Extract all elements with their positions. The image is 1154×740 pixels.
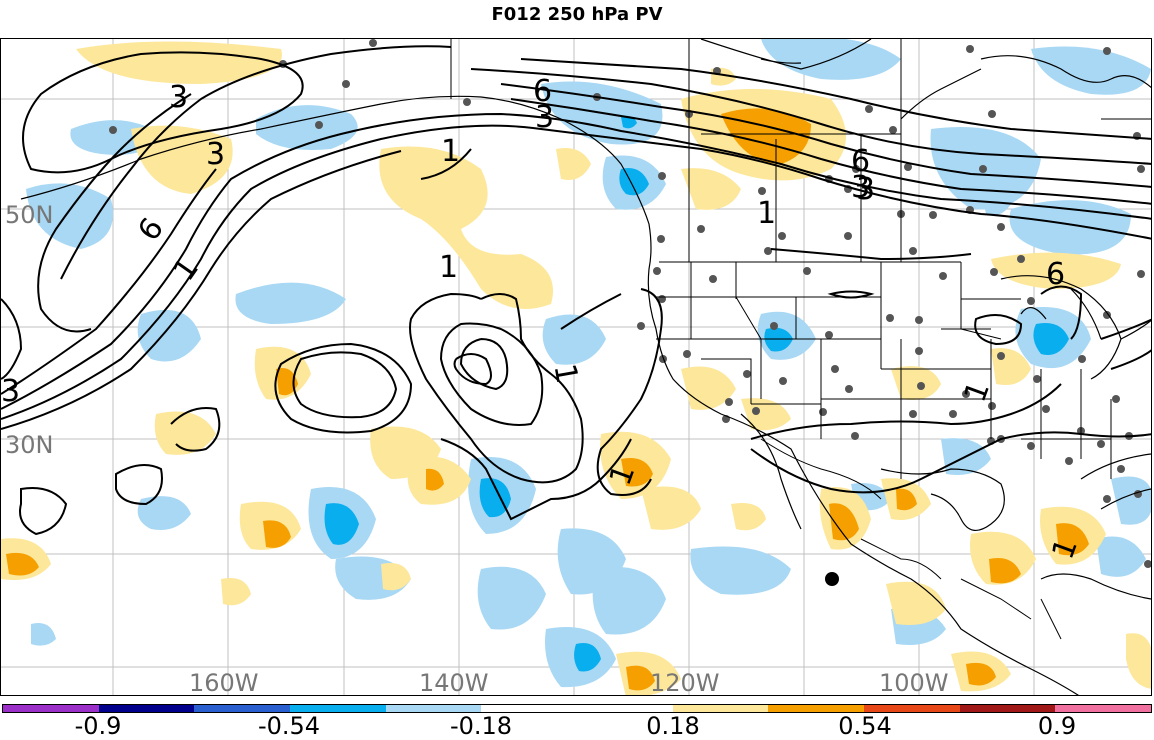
colorbar-segment bbox=[98, 705, 195, 712]
colorbar-segment bbox=[768, 705, 865, 712]
colorbar-segment bbox=[864, 705, 960, 712]
colorbar-label: -0.54 bbox=[257, 712, 321, 740]
marker-dot bbox=[825, 572, 839, 586]
pv-map: 3 1 6 3 1 6 3 3 1 3 6 1 6 3 1 1 1 1 50N … bbox=[1, 39, 1151, 696]
colorbar-label: -0.9 bbox=[74, 712, 122, 740]
pv-contours bbox=[1, 45, 1151, 536]
colorbar-segment bbox=[481, 705, 578, 712]
colorbar-segment bbox=[672, 705, 769, 712]
contour-label: 3 bbox=[856, 172, 875, 207]
colorbar-label: 0.9 bbox=[1037, 712, 1077, 740]
colorbar-segment bbox=[290, 705, 386, 712]
colorbar-segment bbox=[3, 705, 99, 712]
contour-label: 1 bbox=[757, 196, 776, 231]
coastlines bbox=[20, 39, 1151, 695]
colorbar-label: 0.18 bbox=[646, 712, 700, 740]
colorbar-label: -0.18 bbox=[449, 712, 513, 740]
contour-label: 1 bbox=[439, 250, 458, 285]
lon-label-140w: 140W bbox=[419, 669, 489, 696]
colorbar-label: 0.54 bbox=[838, 712, 892, 740]
contour-label: 1 bbox=[166, 252, 206, 288]
longitude-labels: 160W 140W 120W 100W bbox=[189, 669, 949, 696]
contour-label: 6 bbox=[1046, 257, 1065, 292]
latitude-labels: 50N 30N bbox=[5, 201, 54, 459]
colorbar-segment bbox=[959, 705, 1056, 712]
contour-label: 1 bbox=[547, 361, 585, 386]
map-panel: 3 1 6 3 1 6 3 3 1 3 6 1 6 3 1 1 1 1 50N … bbox=[0, 38, 1152, 696]
lon-label-100w: 100W bbox=[879, 669, 949, 696]
contour-label: 3 bbox=[169, 80, 188, 115]
political-borders bbox=[450, 39, 1151, 640]
contour-label: 6 bbox=[533, 74, 552, 109]
contour-label: 3 bbox=[1, 374, 20, 409]
lon-label-160w: 160W bbox=[189, 669, 259, 696]
colorbar-labels: -0.9 -0.54 -0.18 0.18 0.54 0.9 bbox=[0, 712, 1154, 740]
contour-label: 3 bbox=[851, 170, 870, 205]
lon-label-120w: 120W bbox=[650, 669, 720, 696]
contour-label: 1 bbox=[441, 134, 460, 169]
colorbar-segment bbox=[577, 705, 673, 712]
colorbar-segment bbox=[1055, 705, 1152, 712]
colorbar bbox=[2, 704, 1152, 713]
map-title: F012 250 hPa PV bbox=[491, 4, 663, 25]
contour-label: 3 bbox=[535, 100, 554, 135]
contour-label: 3 bbox=[206, 137, 225, 172]
colorbar-segment bbox=[385, 705, 482, 712]
lat-label-50n: 50N bbox=[5, 201, 54, 229]
contour-label: 6 bbox=[851, 144, 870, 179]
colorbar-segment bbox=[194, 705, 291, 712]
lat-label-30n: 30N bbox=[5, 431, 54, 459]
